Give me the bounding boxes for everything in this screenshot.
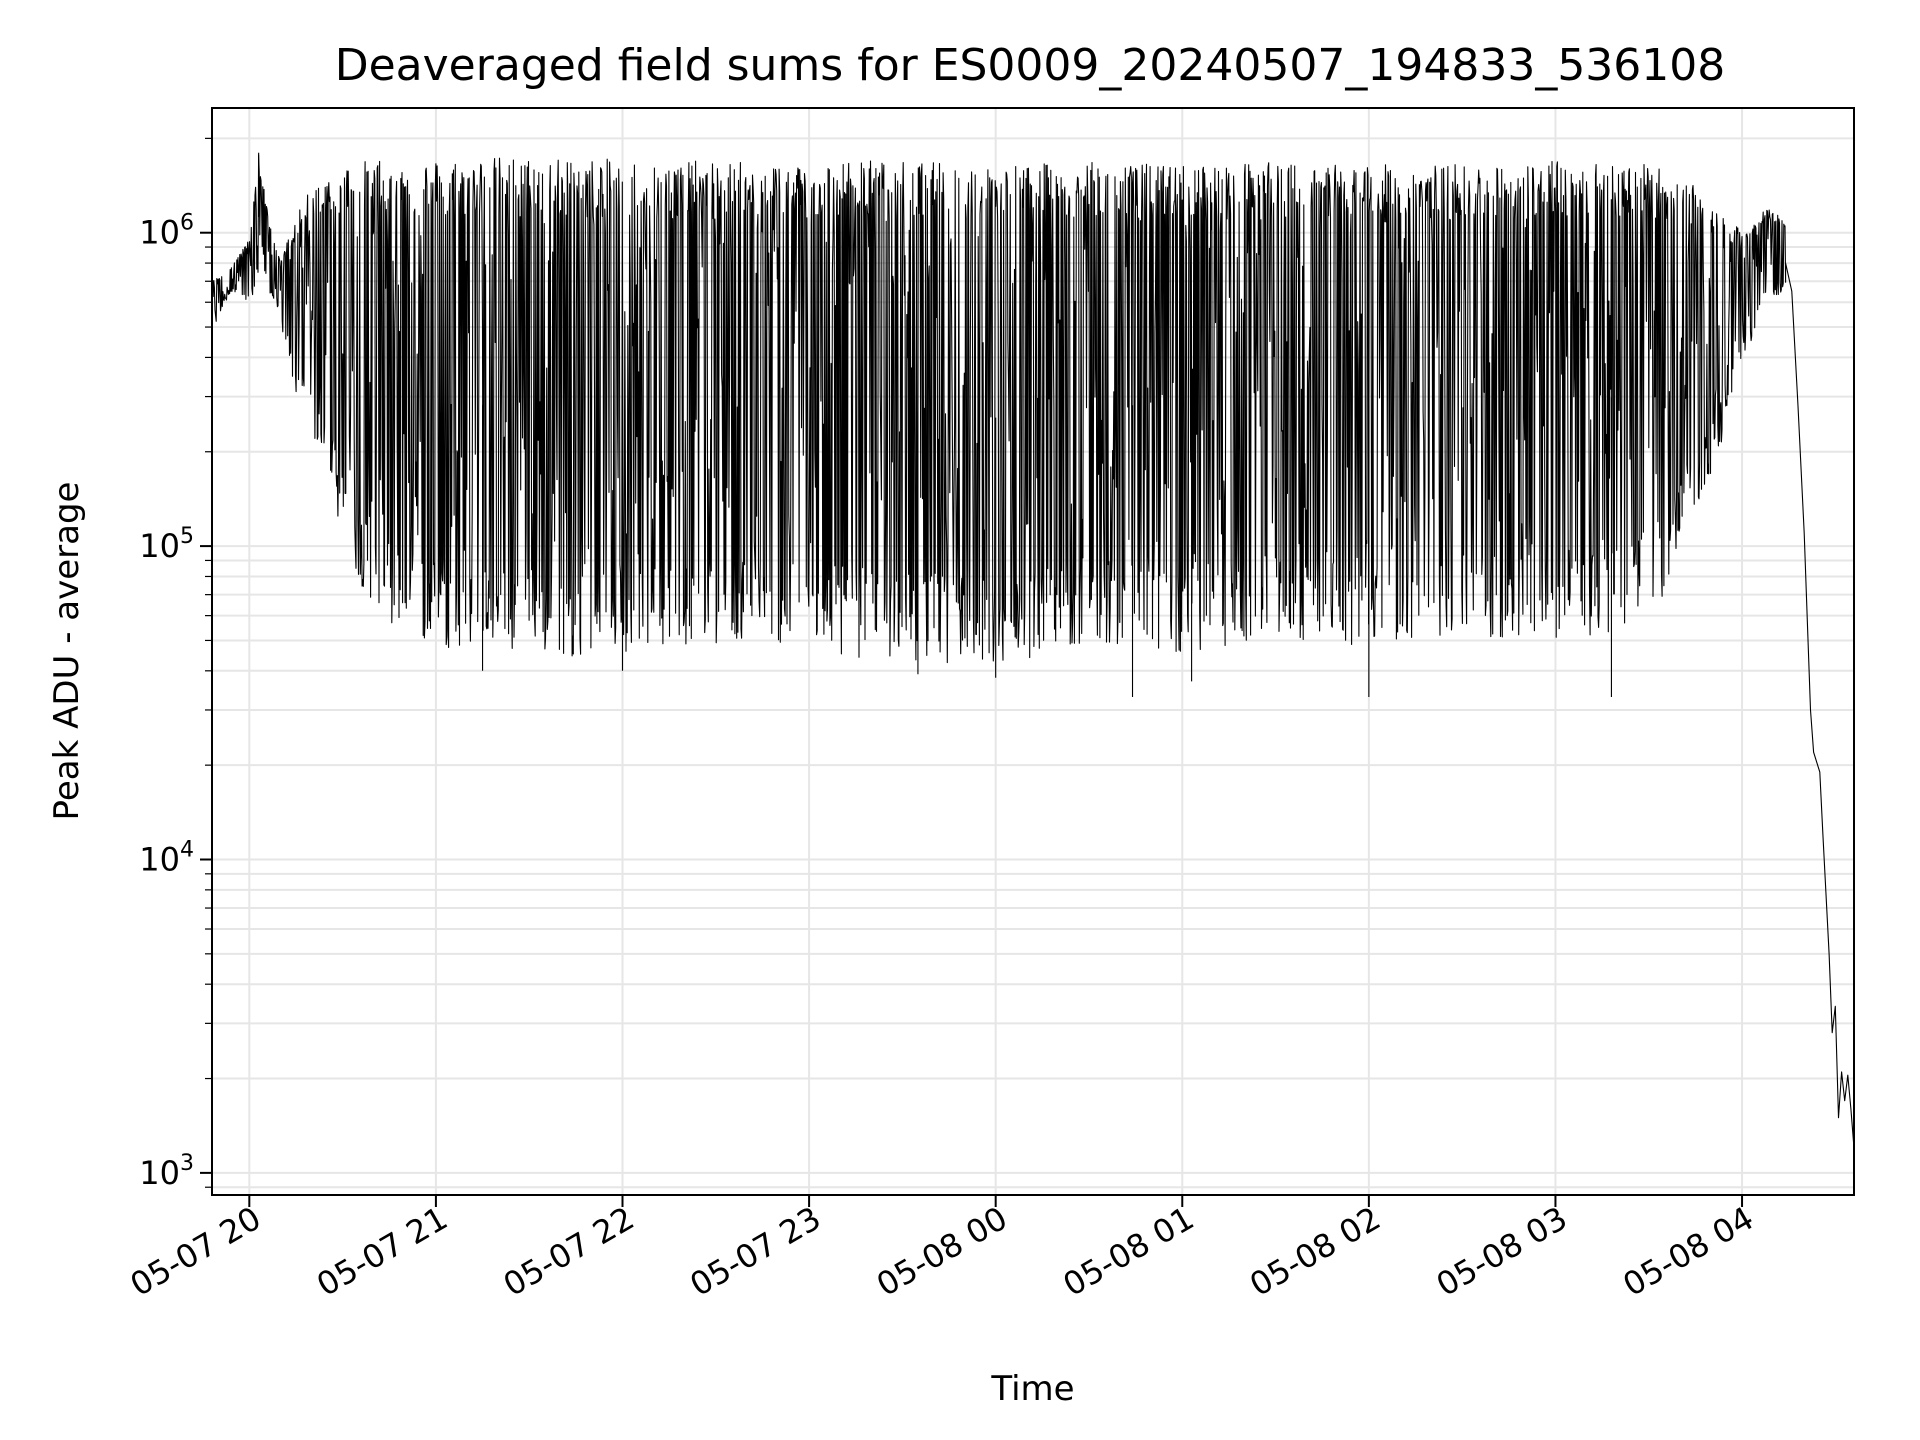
y-tick-label: 106 [139, 211, 194, 252]
y-tick-label: 104 [139, 837, 194, 878]
y-tick-label: 103 [139, 1151, 194, 1192]
chart-title: Deaveraged field sums for ES0009_2024050… [335, 40, 1726, 91]
x-axis-title: Time [990, 1369, 1074, 1409]
series-line [211, 154, 1855, 1149]
series-lines [211, 152, 1855, 1149]
grid-lines [212, 108, 1854, 1195]
y-axis-title: Peak ADU - average [47, 482, 87, 821]
y-axis-ticks: 103 104 105 106 [139, 137, 212, 1192]
plot-area-frame [211, 107, 1855, 1196]
y-tick-label: 105 [139, 524, 194, 565]
